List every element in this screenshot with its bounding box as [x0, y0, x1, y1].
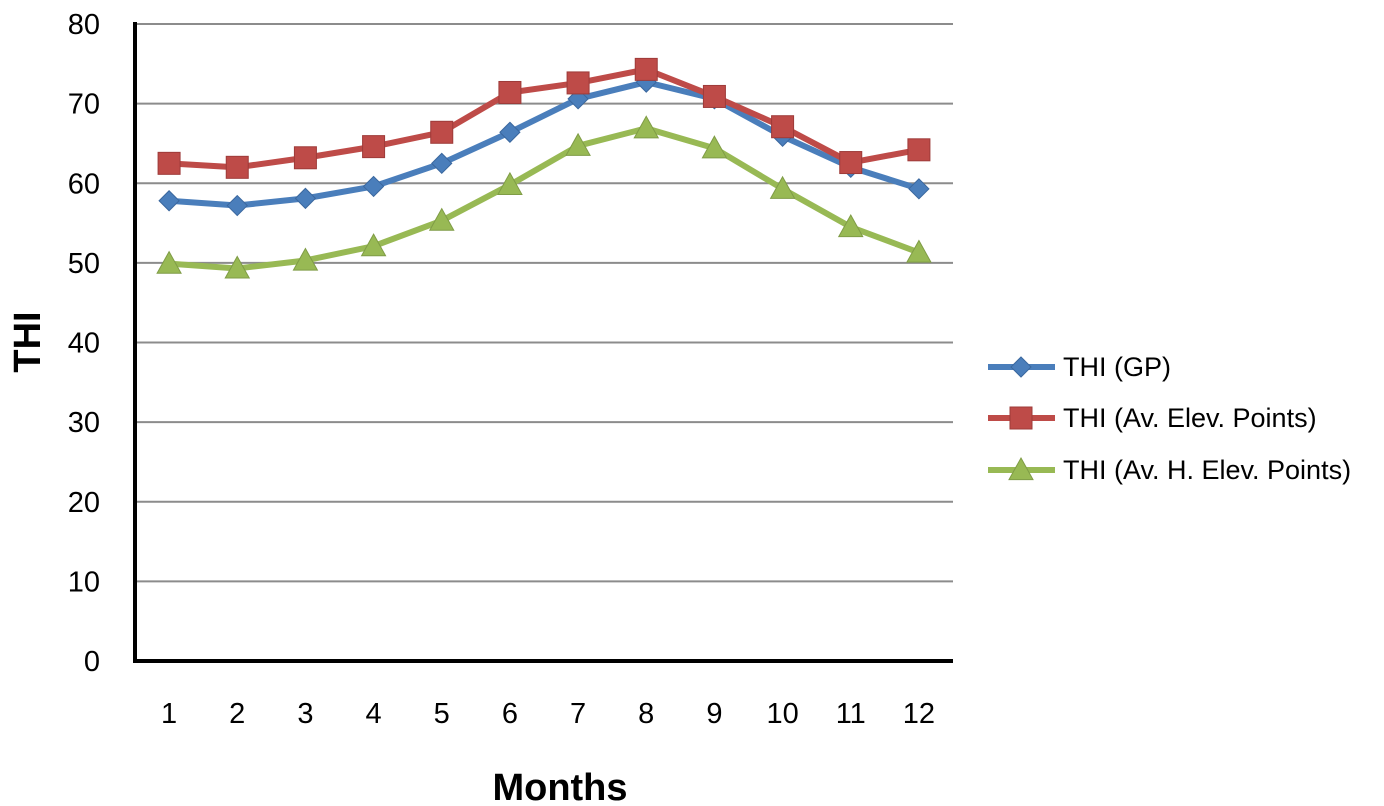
data-point	[769, 175, 796, 199]
y-tick-label: 10	[68, 566, 100, 598]
data-point	[771, 115, 795, 139]
data-point	[158, 190, 180, 212]
axes	[133, 22, 953, 663]
data-point	[701, 135, 728, 159]
legend-marker	[1008, 456, 1034, 481]
x-tick-labels: 1 2 3 4 5 6 7 8 9 10 11 12	[161, 698, 935, 730]
legend-label: THI (Av. H. Elev. Points)	[1063, 455, 1351, 485]
x-tick-label: 2	[229, 698, 245, 730]
data-point	[839, 151, 863, 175]
y-axis-title: THI	[7, 311, 49, 372]
y-tick-label: 50	[68, 248, 100, 280]
y-tick-label: 0	[84, 646, 100, 678]
y-tick-label: 40	[68, 328, 100, 360]
data-point	[360, 233, 387, 257]
y-tick-label: 70	[68, 89, 100, 121]
legend-marker	[1010, 356, 1032, 378]
x-tick-label: 9	[706, 698, 722, 730]
x-tick-label: 4	[366, 698, 382, 730]
x-tick-label: 11	[836, 698, 866, 730]
data-point	[224, 255, 251, 279]
data-point	[837, 214, 864, 238]
data-point	[906, 239, 932, 263]
data-point	[157, 151, 181, 175]
series-2	[157, 57, 931, 179]
y-tick-label: 20	[68, 487, 100, 519]
legend-entry: THI (GP)	[988, 352, 1171, 382]
data-point	[497, 171, 523, 195]
data-point	[431, 152, 453, 175]
y-tick-label: 80	[68, 9, 100, 41]
legend-entry: THI (Av. H. Elev. Points)	[988, 455, 1351, 485]
data-point	[362, 175, 385, 198]
x-axis-title: Months	[492, 767, 627, 806]
x-tick-label: 6	[502, 698, 518, 730]
x-tick-label: 3	[297, 698, 313, 730]
series-group	[156, 57, 932, 279]
data-point	[565, 132, 591, 156]
data-point	[156, 250, 182, 274]
y-tick-labels: 0 10 20 30 40 50 60 70 80	[68, 9, 100, 678]
gridlines	[135, 23, 953, 583]
legend: THI (GP) THI (Av. Elev. Points) THI (Av. H…	[988, 352, 1351, 485]
x-tick-label: 5	[434, 698, 450, 730]
data-point	[908, 178, 930, 200]
data-point	[633, 115, 660, 139]
series-3	[156, 115, 932, 279]
data-point	[430, 120, 454, 144]
data-point	[225, 155, 249, 179]
data-point	[566, 71, 590, 95]
data-point	[907, 138, 931, 162]
series-line	[168, 125, 920, 272]
data-point	[702, 84, 726, 108]
x-tick-label: 7	[570, 698, 586, 730]
y-tick-label: 30	[68, 407, 100, 439]
legend-label: THI (GP)	[1063, 352, 1171, 382]
data-point	[428, 207, 455, 231]
x-tick-label: 1	[161, 698, 177, 730]
x-tick-label: 10	[766, 698, 798, 730]
data-point	[226, 194, 248, 217]
data-point	[294, 187, 317, 210]
data-point	[634, 57, 658, 81]
data-point	[362, 135, 386, 159]
x-tick-label: 8	[638, 698, 654, 730]
data-point	[293, 146, 317, 170]
series-line	[168, 79, 920, 209]
data-point	[292, 247, 319, 271]
data-point	[498, 80, 522, 104]
y-tick-label: 60	[68, 168, 100, 200]
legend-label: THI (Av. Elev. Points)	[1063, 403, 1317, 433]
x-tick-label: 12	[903, 698, 935, 730]
data-point	[499, 121, 521, 143]
legend-marker	[1009, 406, 1033, 430]
legend-entry: THI (Av. Elev. Points)	[988, 403, 1317, 433]
